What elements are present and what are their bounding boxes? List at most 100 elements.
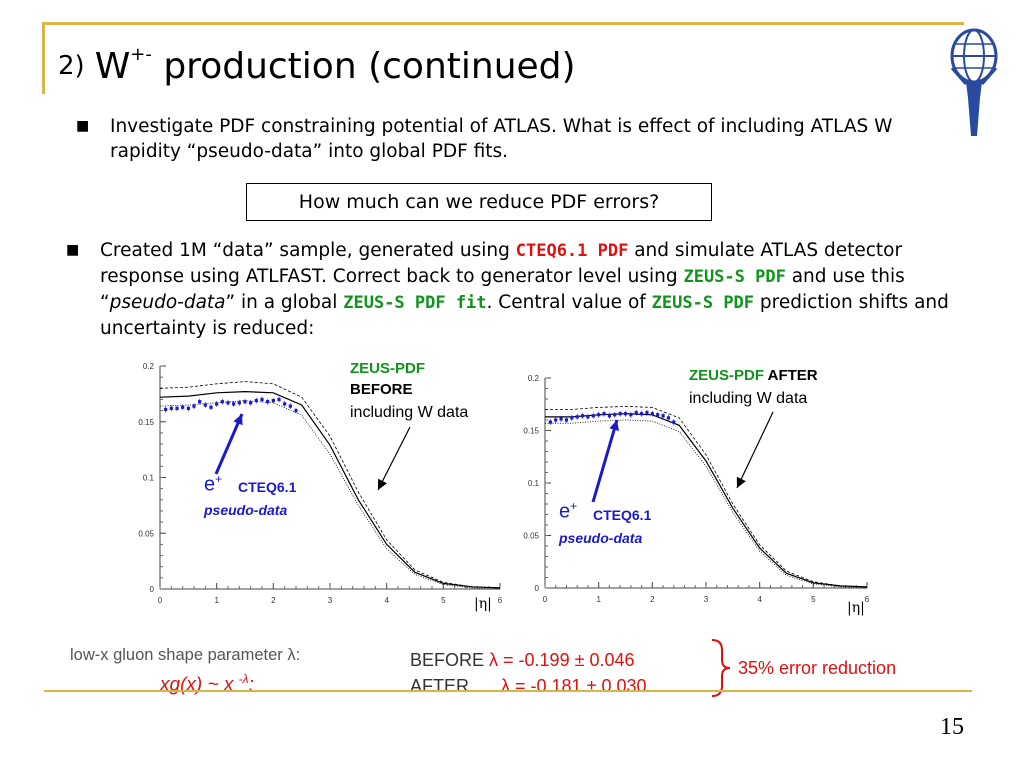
central-curve bbox=[159, 390, 501, 589]
formula-main: xg(x) ~ x bbox=[160, 674, 239, 696]
left-rule bbox=[42, 22, 45, 94]
xlabel-eta: |η| bbox=[847, 600, 865, 616]
before-label: BEFORE bbox=[410, 650, 485, 670]
arrow-to-points bbox=[214, 413, 244, 475]
before-result: BEFORE λ = -0.199 ± 0.046 bbox=[410, 650, 635, 671]
formula-end: : bbox=[248, 674, 254, 696]
before-value: λ = -0.199 ± 0.046 bbox=[489, 650, 635, 670]
xlabel-eta: |η| bbox=[474, 596, 492, 612]
after-value: λ = -0.181 ± 0.030 bbox=[501, 676, 647, 696]
x-tick-label: 3 bbox=[704, 595, 709, 604]
bullet-square-icon: ■ bbox=[76, 118, 90, 134]
gluon-label: low-x gluon shape parameter λ: bbox=[70, 646, 301, 664]
title-w: W bbox=[94, 46, 131, 87]
lower-band-curve bbox=[545, 419, 868, 589]
arrow-to-curve-head bbox=[736, 476, 746, 488]
ann-zeus-pdf: ZEUS-PDF AFTER bbox=[689, 367, 818, 384]
x-tick-label: 1 bbox=[596, 595, 601, 604]
pseudo-data-text: pseudo-data bbox=[109, 292, 226, 313]
upper-band-curve bbox=[545, 405, 868, 588]
ann-zeus-pdf: ZEUS-PDF bbox=[350, 360, 425, 377]
y-tick-label: 0.15 bbox=[138, 418, 154, 427]
ann-before: BEFORE bbox=[350, 381, 413, 398]
atlas-logo-icon bbox=[950, 28, 998, 136]
plot-before: 0 0.05 0.1 0.15 0.2 0 1 2 3 4 5 6 ZEUS-PDF BEFORE i… bbox=[120, 352, 505, 637]
bullet-created-text-1: Created 1M “data” sample, generated usin… bbox=[100, 240, 516, 261]
bullet-investigate: ■ Investigate PDF constraining potential… bbox=[76, 114, 940, 164]
cteq-highlight: CTEQ6.1 PDF bbox=[515, 241, 629, 261]
plot-after: 0 0.05 0.1 0.15 0.2 0 1 2 3 4 5 6 ZEUS-PDF AFTER in… bbox=[505, 352, 885, 637]
top-rule bbox=[42, 22, 964, 25]
ann-e-sup: + bbox=[570, 499, 578, 513]
question-box: How much can we reduce PDF errors? bbox=[246, 183, 712, 221]
x-tick-label: 2 bbox=[271, 596, 276, 605]
y-tick-label: 0 bbox=[535, 584, 540, 593]
after-label: AFTER bbox=[410, 676, 470, 696]
arrow-to-curve bbox=[736, 411, 774, 489]
zeus-highlight-2: ZEUS-S PDF fit bbox=[343, 293, 487, 313]
page-number: 15 bbox=[940, 714, 964, 740]
x-tick-label: 4 bbox=[757, 595, 762, 604]
bullet-created-text-5: . Central value of bbox=[486, 292, 652, 313]
y-tick-label: 0.1 bbox=[143, 474, 155, 483]
ann-including: including W data bbox=[350, 404, 469, 421]
bullet-created: ■ Created 1M “data” sample, generated us… bbox=[66, 238, 960, 341]
x-tick-label: 6 bbox=[498, 596, 503, 605]
upper-band-curve bbox=[159, 381, 501, 589]
ann-pseudo: pseudo-data bbox=[559, 530, 643, 546]
error-reduction: 35% error reduction bbox=[738, 658, 897, 678]
title-superscript: +- bbox=[130, 44, 152, 65]
bullet-created-text-3: and use this “ bbox=[100, 266, 905, 313]
x-tick-label: 0 bbox=[543, 595, 548, 604]
plot-after-svg: 0 0.05 0.1 0.15 0.2 0 1 2 3 4 5 6 bbox=[523, 374, 870, 604]
ann-including: including W data bbox=[689, 390, 808, 407]
ann-cteq: CTEQ6.1 bbox=[593, 507, 652, 523]
y-tick-label: 0.15 bbox=[523, 427, 539, 436]
x-tick-label: 6 bbox=[865, 595, 870, 604]
bullet-created-text-4: ” in a global bbox=[225, 292, 344, 313]
arrow-to-curve-head bbox=[378, 478, 387, 490]
x-tick-label: 3 bbox=[328, 596, 333, 605]
x-tick-label: 2 bbox=[650, 595, 655, 604]
lower-band-curve bbox=[159, 400, 501, 590]
bullet-square-icon: ■ bbox=[66, 242, 80, 258]
y-tick-label: 0.2 bbox=[528, 374, 540, 383]
title-number: 2) bbox=[58, 51, 85, 81]
ann-e-sup: + bbox=[215, 472, 223, 486]
x-tick-label: 1 bbox=[214, 596, 219, 605]
after-result: AFTER λ = -0.181 ± 0.030 bbox=[410, 676, 647, 697]
arrow-to-points-head bbox=[233, 414, 243, 426]
x-tick-label: 4 bbox=[384, 596, 389, 605]
ann-pseudo: pseudo-data bbox=[204, 502, 288, 518]
x-tick-label: 0 bbox=[158, 596, 163, 605]
ann-e-letter: e bbox=[204, 473, 216, 496]
zeus-highlight-1: ZEUS-S PDF bbox=[683, 267, 786, 287]
formula-exponent: -λ bbox=[238, 672, 249, 686]
arrow-to-points-head bbox=[609, 420, 619, 431]
bullet-created-text-6: prediction shifts and uncertainty is red… bbox=[100, 292, 949, 339]
y-tick-label: 0.05 bbox=[523, 532, 539, 541]
ann-e-letter: e bbox=[559, 500, 571, 523]
slide-title: 2) W+- production (continued) bbox=[58, 44, 576, 87]
title-rest: production (continued) bbox=[163, 46, 576, 87]
y-tick-label: 0.1 bbox=[528, 479, 540, 488]
bullet-created-text-2: and simulate ATLAS detector response usi… bbox=[100, 240, 903, 287]
gluon-formula: xg(x) ~ x -λ: bbox=[160, 672, 254, 696]
y-tick-label: 0.2 bbox=[143, 362, 155, 371]
plot-before-svg: 0 0.05 0.1 0.15 0.2 0 1 2 3 4 5 6 bbox=[138, 362, 503, 605]
bottom-rule bbox=[44, 690, 972, 692]
arrow-to-curve bbox=[377, 426, 411, 491]
y-tick-label: 0 bbox=[150, 585, 155, 594]
y-tick-label: 0.05 bbox=[138, 529, 154, 538]
ann-zeus-pdf-text: ZEUS-PDF bbox=[689, 367, 764, 384]
x-tick-label: 5 bbox=[441, 596, 446, 605]
bullet-investigate-text: Investigate PDF constraining potential o… bbox=[110, 116, 893, 162]
ann-e-plus: e+ bbox=[204, 472, 222, 497]
ann-cteq: CTEQ6.1 bbox=[238, 479, 297, 495]
arrow-to-points bbox=[591, 419, 619, 503]
curly-brace-icon bbox=[711, 639, 731, 697]
ann-after: AFTER bbox=[767, 367, 818, 384]
zeus-highlight-3: ZEUS-S PDF bbox=[651, 293, 755, 313]
x-tick-label: 5 bbox=[811, 595, 816, 604]
ann-e-plus: e+ bbox=[559, 499, 577, 524]
